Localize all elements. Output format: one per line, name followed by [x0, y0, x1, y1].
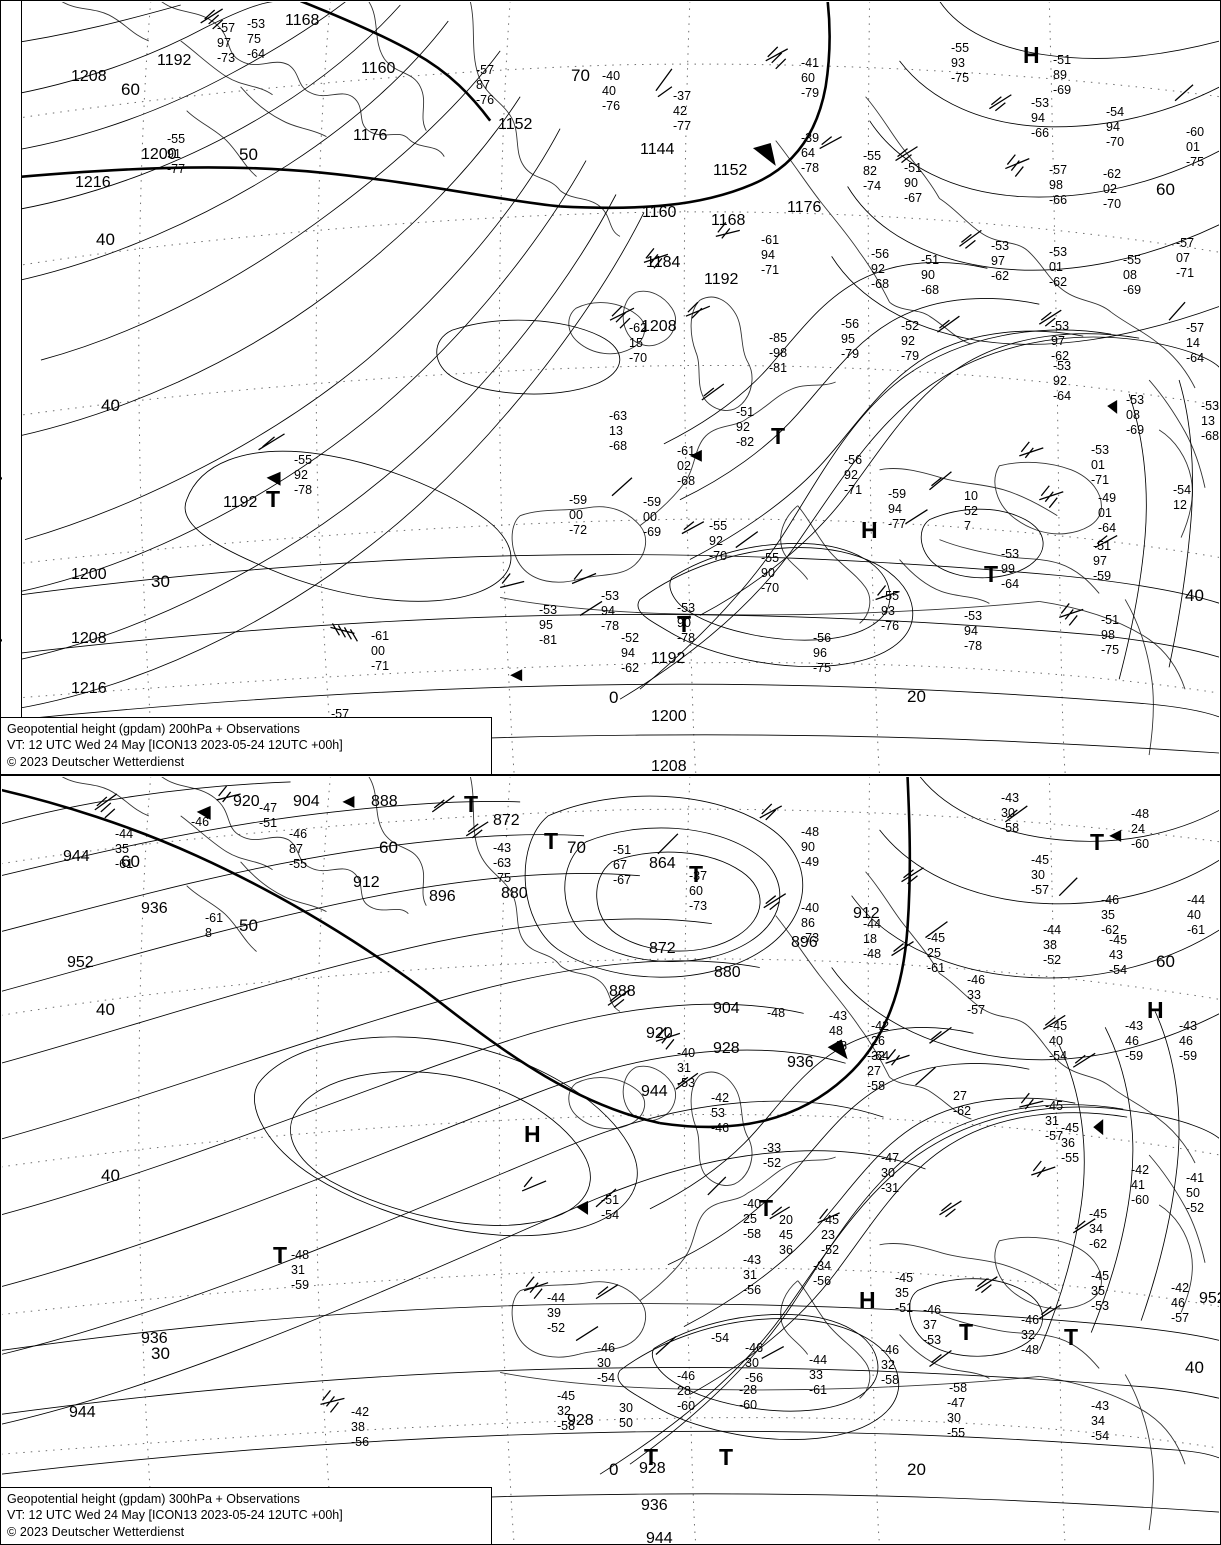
contours-200 [1, 1, 1220, 766]
legend-300-valid: VT: 12 UTC Wed 24 May [ICON13 2023-05-24… [7, 1508, 343, 1522]
run-label-text: N12 TK 0090IG-hsy 300 200-nwv01 ico hsy … [0, 394, 3, 770]
coastlines-200 [61, 1, 1206, 756]
coastlines-300 [61, 776, 1206, 1531]
front-arrow-200 [752, 143, 776, 166]
panel-200hpa[interactable]: N12 TK 0090IG-hsy 300 200-nwv01 ico hsy … [0, 0, 1221, 775]
run-label-container: N12 TK 0090IG-hsy 300 200-nwv01 ico hsy … [0, 1, 22, 774]
legend-200-title: Geopotential height (gpdam) 200hPa + Obs… [7, 721, 300, 736]
contour-highlight-300 [1, 776, 912, 1129]
contour-highlight-200 [1, 1, 831, 210]
contours-300 [1, 776, 1220, 1527]
legend-300hpa: Geopotential height (gpdam) 300hPa + Obs… [1, 1486, 492, 1544]
graticule-200 [1, 1, 1220, 774]
legend-300-copyright: © 2023 Deutscher Wetterdienst [7, 1524, 185, 1539]
wind-pennants-200 [266, 399, 1118, 682]
wind-barbs-300 [94, 785, 1096, 1413]
map-200hpa [1, 1, 1220, 774]
legend-300-title: Geopotential height (gpdam) 300hPa + Obs… [7, 1491, 300, 1506]
graticule-300 [1, 776, 1220, 1544]
wind-pennants-300 [196, 795, 1122, 1215]
front-arrow-300 [827, 1039, 848, 1060]
legend-200-copyright: © 2023 Deutscher Wetterdienst [7, 754, 185, 769]
legend-200hpa: Geopotential height (gpdam) 200hPa + Obs… [1, 716, 492, 774]
map-300hpa [1, 776, 1220, 1544]
panel-300hpa[interactable]: 920 904 888 872 864 912 896 880 872 880 896 912 888 9… [0, 775, 1221, 1545]
legend-200-valid: VT: 12 UTC Wed 24 May [ICON13 2023-05-24… [7, 738, 343, 752]
wind-barbs-200 [200, 8, 1194, 642]
